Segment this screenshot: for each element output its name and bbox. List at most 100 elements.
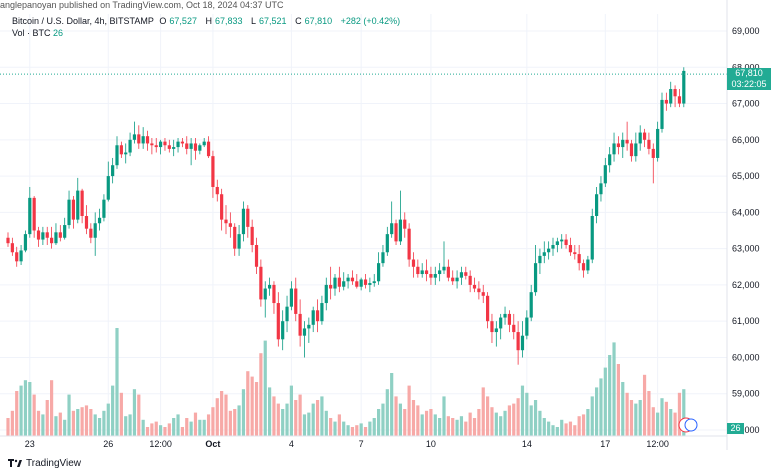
candle-body xyxy=(84,215,89,229)
volume-bar xyxy=(76,409,80,436)
close-label: C xyxy=(295,16,302,26)
publish-attribution: anglepanoyan published on TradingView.co… xyxy=(0,0,284,10)
volume-bar xyxy=(394,396,398,436)
candle-body xyxy=(71,199,75,220)
volume-bar xyxy=(420,414,424,436)
candle-body xyxy=(250,226,254,246)
volume-bar xyxy=(67,394,71,436)
volume-bar xyxy=(132,389,137,436)
candle-body xyxy=(560,239,564,242)
candle-body xyxy=(36,230,41,240)
volume-bar xyxy=(302,414,307,436)
volume-bar xyxy=(442,396,446,436)
candle-body xyxy=(468,275,472,285)
candle-body xyxy=(568,245,573,253)
candle-body xyxy=(124,152,128,155)
volume-bar xyxy=(32,394,36,436)
close-value: 67,810 xyxy=(304,16,333,26)
candle-body xyxy=(555,241,559,246)
volume-bar xyxy=(385,389,389,436)
volume-bar xyxy=(337,414,341,436)
candle-body xyxy=(411,259,416,267)
candle-body xyxy=(420,270,424,275)
volume-bar xyxy=(167,423,171,436)
time-tick-label: 4 xyxy=(289,439,294,449)
candle-body xyxy=(302,328,307,336)
volume-bar xyxy=(45,400,49,436)
high-label: H xyxy=(205,16,212,26)
time-tick-label: 26 xyxy=(103,439,113,449)
volume-bar xyxy=(507,405,511,436)
candle-body xyxy=(651,148,655,158)
candle-body xyxy=(45,232,49,238)
symbol-name[interactable]: Bitcoin / U.S. Dollar, 4h, BITSTAMP xyxy=(12,16,154,26)
candle-body xyxy=(159,141,163,148)
volume-bar xyxy=(438,418,442,436)
candle-body xyxy=(642,132,647,140)
volume-bar xyxy=(28,382,32,436)
volume-bar xyxy=(512,403,516,436)
volume-bar xyxy=(390,373,394,436)
tradingview-brand[interactable]: TradingView xyxy=(8,458,81,469)
price-tick-label: 64,000 xyxy=(732,207,760,217)
candle-body xyxy=(141,136,145,144)
candle-body xyxy=(621,139,625,148)
volume-bar xyxy=(23,380,28,436)
volume-label[interactable]: Vol · BTC xyxy=(12,28,51,38)
candle-body xyxy=(573,252,577,255)
volume-bar xyxy=(538,410,542,436)
volume-value: 26 xyxy=(53,28,64,38)
candle-body xyxy=(10,243,14,253)
volume-bar xyxy=(111,385,115,436)
volume-bar xyxy=(542,418,546,436)
volume-bar xyxy=(320,396,324,436)
price-tick-label: 69,000 xyxy=(732,26,760,36)
volume-bar xyxy=(477,409,481,436)
volume-bar xyxy=(185,418,189,436)
candle-body xyxy=(682,70,686,104)
volume-bar xyxy=(163,427,167,436)
time-axis: 23 26 12:00 Oct 4 7 10 14 17 12:00 xyxy=(25,439,669,449)
candle-body xyxy=(320,303,324,322)
candle-body xyxy=(220,194,224,220)
candle-body xyxy=(603,165,607,184)
candle-body xyxy=(15,252,19,262)
volume-bar xyxy=(372,418,376,436)
volume-bar xyxy=(333,421,337,436)
time-tick-label: 12:00 xyxy=(646,439,669,449)
volume-bar xyxy=(503,410,507,436)
volume-bar xyxy=(246,371,250,436)
last-price: 67,810 xyxy=(735,68,763,78)
candle-body xyxy=(542,252,546,256)
candle-body xyxy=(80,190,84,216)
volume-bar xyxy=(150,423,154,436)
price-tick-label: 62,000 xyxy=(732,280,760,290)
volume-bar xyxy=(6,418,10,436)
volume-bar xyxy=(647,391,651,436)
low-label: L xyxy=(251,16,257,26)
volume-bar xyxy=(529,405,533,436)
volume-bar xyxy=(424,410,429,436)
volume-bar xyxy=(198,419,202,436)
last-price-tag: 67,810 03:22:05 xyxy=(727,68,771,90)
candle-body xyxy=(363,279,368,285)
volume-bar xyxy=(525,392,529,436)
candle-body xyxy=(198,145,202,151)
volume-bar xyxy=(547,421,551,436)
volume-bar xyxy=(281,409,285,436)
candle-body xyxy=(193,143,198,151)
change-value: +282 (+0.42%) xyxy=(340,16,401,26)
candle-body xyxy=(89,228,93,238)
candle-body xyxy=(189,143,193,149)
candle-body xyxy=(167,145,171,149)
candle-body xyxy=(398,219,402,242)
candle-body xyxy=(516,332,520,351)
volume-legend: Vol · BTC 26 xyxy=(12,28,63,38)
volume-bar xyxy=(634,403,638,436)
candle-body xyxy=(163,141,167,146)
volume-bar xyxy=(682,389,686,436)
candle-body xyxy=(499,317,503,329)
volume-bar xyxy=(289,385,293,436)
price-tick-label: 59,000 xyxy=(732,389,760,399)
